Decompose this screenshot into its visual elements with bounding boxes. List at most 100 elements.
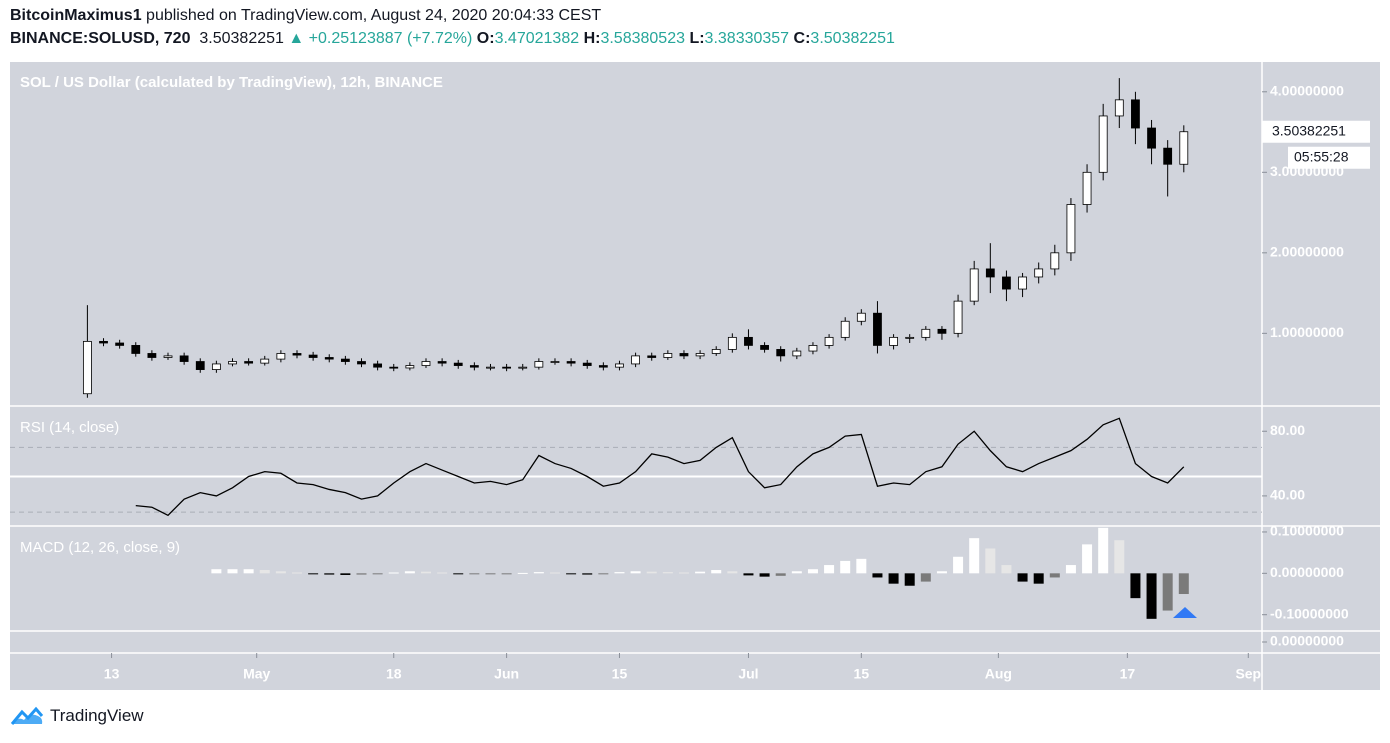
candle-body (260, 358, 270, 364)
y-tick-label: 4.00000000 (1270, 82, 1344, 98)
candle-body (1018, 276, 1027, 290)
macd-bar (340, 573, 351, 575)
rsi-line (135, 417, 1185, 517)
l-label: L: (689, 30, 705, 47)
candle-body (211, 363, 221, 370)
brand: TradingView (50, 706, 144, 725)
quote-line: BINANCE:SOLUSD, 720 3.50382251 ▲ +0.2512… (10, 30, 895, 48)
macd-bar (566, 573, 577, 575)
macd-bar (969, 538, 980, 574)
candle-body (1131, 99, 1140, 129)
candle-body (744, 336, 753, 346)
y-tick-label: 0.10000000 (1270, 523, 1344, 539)
candle-body (534, 361, 544, 368)
macd-bar (227, 569, 238, 574)
published: published on TradingView.com, August 24,… (146, 7, 602, 24)
annotation-triangle (1173, 607, 1197, 618)
candle-body (99, 340, 108, 344)
candle-body (373, 363, 383, 368)
macd-bar (1017, 573, 1028, 582)
x-tick-label: 17 (1120, 666, 1136, 682)
candle-body (985, 268, 995, 278)
candle-body (405, 365, 415, 369)
macd-bar (1033, 573, 1044, 584)
candle-body (953, 300, 963, 334)
macd-bar (549, 572, 560, 574)
candle-body (147, 353, 157, 358)
candle-body (486, 366, 495, 369)
macd-bar (727, 571, 738, 574)
macd-bar (678, 572, 689, 574)
candle-body (292, 353, 302, 356)
macd-bar (695, 571, 706, 574)
h: 3.58380523 (600, 30, 685, 47)
y-tick-label: 80.00 (1270, 422, 1305, 438)
footer: TradingView (10, 706, 144, 726)
countdown-label: 05:55:28 (1294, 148, 1349, 164)
macd-bar (888, 573, 899, 584)
candle-body (421, 361, 431, 366)
x-tick-label: May (243, 666, 270, 682)
macd-bar (711, 570, 722, 574)
x-tick-label: Jun (494, 666, 519, 682)
macd-bar (1082, 544, 1093, 574)
candle-body (969, 268, 979, 302)
candle-body (115, 342, 125, 346)
candle-body (340, 358, 350, 362)
macd-bar (1114, 540, 1125, 574)
candle-body (615, 363, 624, 368)
macd-bar (824, 565, 835, 574)
candle-body (647, 355, 657, 358)
candle-body (905, 336, 915, 339)
candle-body (1163, 147, 1173, 165)
candle-body (1066, 204, 1076, 254)
macd-bar (662, 572, 673, 574)
candle-body (453, 362, 463, 366)
macd-bar (904, 573, 915, 586)
candle-body (1179, 131, 1189, 165)
macd-bar (372, 573, 383, 575)
candle-body (824, 336, 834, 346)
o: 3.47021382 (494, 30, 580, 47)
candle-body (873, 312, 882, 346)
candle-body (1082, 171, 1092, 205)
macd-bar (840, 560, 851, 574)
candle-body (631, 355, 640, 365)
o-label: O: (476, 30, 495, 47)
macd-bar (1098, 527, 1109, 574)
candle-body (163, 355, 173, 358)
h-label: H: (583, 30, 601, 47)
candle-body (308, 354, 318, 358)
candle-body (582, 362, 592, 366)
macd-bar (646, 571, 657, 574)
candle-body (663, 353, 673, 358)
macd-bar (469, 573, 480, 575)
macd-bar (308, 573, 319, 575)
candle-body (695, 353, 705, 357)
candle-body (389, 366, 399, 369)
macd-bar (775, 573, 786, 576)
macd-bar (388, 572, 399, 574)
macd-bar (1130, 573, 1141, 599)
countdown-box (1288, 146, 1370, 169)
pane-title: MACD (12, 26, close, 9) (20, 539, 180, 556)
symbol: BINANCE:SOLUSD, 720 (10, 30, 191, 47)
c-label: C: (793, 30, 811, 47)
macd-bar (404, 571, 415, 574)
last: 3.50382251 (199, 30, 284, 47)
candle-body (840, 320, 850, 338)
candle-body (792, 350, 802, 357)
x-tick-label: 15 (612, 666, 628, 682)
macd-bar (259, 570, 270, 574)
macd-bar (872, 573, 883, 578)
macd-bar (437, 572, 448, 574)
pane-title: SOL / US Dollar (calculated by TradingVi… (20, 74, 443, 91)
candle-body (1034, 268, 1044, 278)
macd-bar (1178, 573, 1189, 595)
x-tick-label: 13 (104, 666, 120, 682)
candle-body (760, 345, 769, 350)
candle-body (856, 312, 866, 322)
macd-bar (630, 571, 641, 574)
macd-bar (856, 558, 867, 574)
